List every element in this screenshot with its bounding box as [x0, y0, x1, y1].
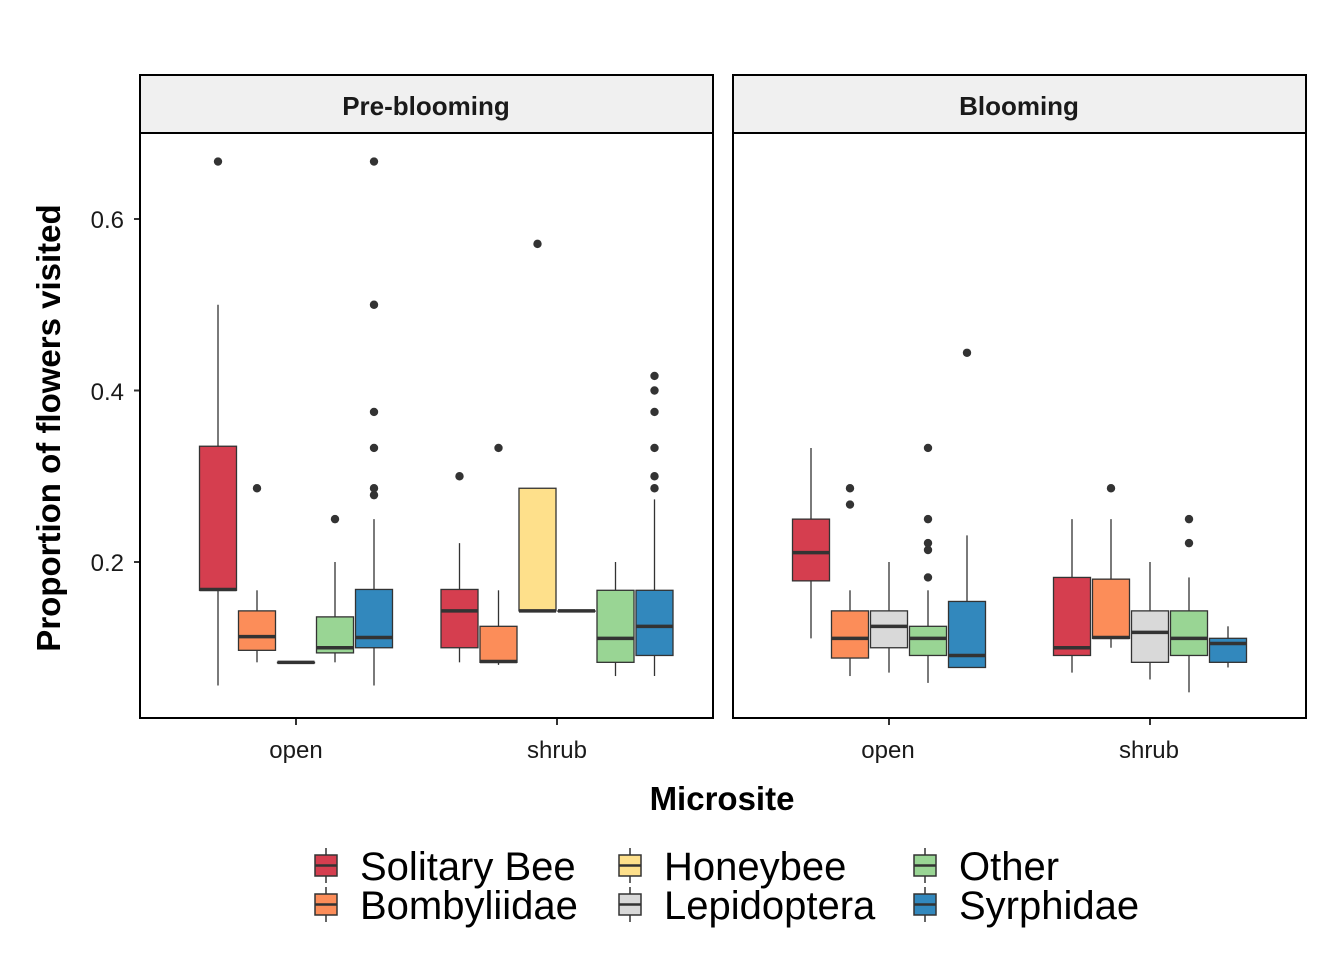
marks-layer — [134, 157, 1248, 725]
outlier-point — [962, 348, 972, 357]
box-body — [791, 518, 831, 582]
x-tick-label-open: open — [861, 737, 914, 764]
box-honeybee-shrub — [518, 239, 557, 613]
legend-item-honeybee: Honeybee — [618, 845, 846, 889]
outlier-point — [923, 443, 933, 453]
legend-label-bombyliidae: Bombyliidae — [360, 884, 578, 928]
box-solitary-bee-shrub — [1052, 519, 1092, 673]
box-syrphidae-shrub — [1208, 626, 1248, 668]
panel-pre-blooming-marks — [198, 157, 674, 686]
outlier-point — [369, 490, 379, 500]
box-body — [947, 600, 987, 669]
panel-blooming-border — [732, 132, 1307, 719]
box-syrphidae-open — [947, 348, 987, 669]
box-body — [830, 610, 870, 659]
outlier-point — [533, 239, 542, 249]
legend-item-lepidoptera: Lepidoptera — [618, 884, 876, 928]
x-axis-title: Microsite — [650, 780, 795, 817]
legend-label-lepidoptera: Lepidoptera — [664, 884, 876, 928]
x-tick-label-shrub: shrub — [527, 737, 587, 764]
box-body — [440, 588, 479, 649]
outlier-point — [213, 157, 223, 166]
y-tick-label: 0.2 — [91, 550, 124, 577]
box-lepidoptera-shrub — [1130, 562, 1170, 680]
box-syrphidae-shrub — [635, 371, 674, 677]
legend: Solitary Bee Honeybee Other Bombyliidae … — [314, 845, 1139, 928]
box-bombyliidae-open — [830, 484, 870, 677]
outlier-point — [923, 545, 933, 555]
legend-label-honeybee: Honeybee — [664, 845, 846, 889]
outlier-point — [650, 371, 659, 381]
outlier-point — [650, 407, 659, 417]
box-bombyliidae-shrub — [1091, 484, 1131, 648]
outlier-point — [369, 157, 379, 166]
box-body — [1130, 610, 1170, 663]
legend-item-solitary-bee: Solitary Bee — [314, 845, 576, 889]
outlier-point — [845, 500, 855, 509]
box-body — [479, 625, 518, 663]
box-lepidoptera-shrub — [557, 609, 596, 613]
box-body — [869, 610, 909, 649]
box-bombyliidae-open — [237, 484, 277, 663]
outlier-point — [330, 514, 340, 524]
box-other-shrub — [1169, 514, 1209, 693]
box-body — [596, 589, 635, 663]
box-body — [908, 625, 948, 657]
strip-label-pre-blooming: Pre-blooming — [342, 91, 510, 121]
legend-label-solitary-bee: Solitary Bee — [360, 845, 576, 889]
box-solitary-bee-open — [791, 447, 831, 639]
box-other-shrub — [596, 562, 635, 677]
legend-item-bombyliidae: Bombyliidae — [314, 884, 578, 928]
outlier-point — [369, 407, 379, 417]
outlier-point — [369, 300, 379, 309]
y-tick-label: 0.6 — [91, 207, 124, 234]
outlier-point — [650, 443, 659, 453]
x-tick-label-shrub: shrub — [1119, 737, 1179, 764]
box-body — [198, 445, 238, 591]
outlier-point — [252, 484, 262, 493]
outlier-point — [923, 573, 933, 582]
box-body — [1091, 578, 1131, 639]
box-body — [1169, 610, 1209, 657]
outlier-point — [494, 443, 503, 453]
strip-label-blooming: Blooming — [959, 91, 1079, 121]
legend-item-other: Other — [913, 845, 1059, 889]
outlier-point — [1106, 484, 1116, 493]
outlier-point — [455, 472, 464, 481]
outlier-point — [650, 386, 659, 395]
box-other-open — [315, 514, 355, 663]
panel-blooming-marks — [791, 348, 1248, 693]
box-lepidoptera-open — [869, 562, 909, 673]
outlier-point — [923, 514, 933, 524]
outlier-point — [845, 484, 855, 493]
box-body — [635, 589, 674, 657]
legend-label-syrphidae: Syrphidae — [959, 884, 1139, 928]
x-tick-label-open: open — [269, 737, 322, 764]
outlier-point — [369, 443, 379, 453]
box-solitary-bee-open — [198, 157, 238, 686]
legend-label-other: Other — [959, 845, 1059, 889]
panel-blooming-background — [733, 133, 1306, 718]
strip-pre-blooming — [139, 74, 714, 134]
box-bombyliidae-shrub — [479, 443, 518, 665]
box-body — [1052, 576, 1092, 657]
y-tick-label: 0.4 — [91, 379, 124, 406]
box-lepidoptera-open — [276, 660, 316, 665]
box-body — [237, 610, 277, 651]
strip-blooming — [732, 74, 1307, 134]
outlier-point — [923, 538, 933, 548]
outlier-point — [1184, 538, 1194, 548]
outlier-point — [369, 484, 379, 493]
outlier-point — [650, 472, 659, 481]
panel-pre-blooming-border — [139, 132, 714, 719]
box-other-open — [908, 443, 948, 683]
outlier-point — [1184, 514, 1194, 524]
box-solitary-bee-shrub — [440, 472, 479, 663]
box-body — [518, 487, 557, 612]
y-axis-title: Proportion of flowers visited — [30, 204, 67, 651]
legend-item-syrphidae: Syrphidae — [913, 884, 1139, 928]
outlier-point — [650, 484, 659, 493]
box-syrphidae-open — [354, 157, 394, 686]
